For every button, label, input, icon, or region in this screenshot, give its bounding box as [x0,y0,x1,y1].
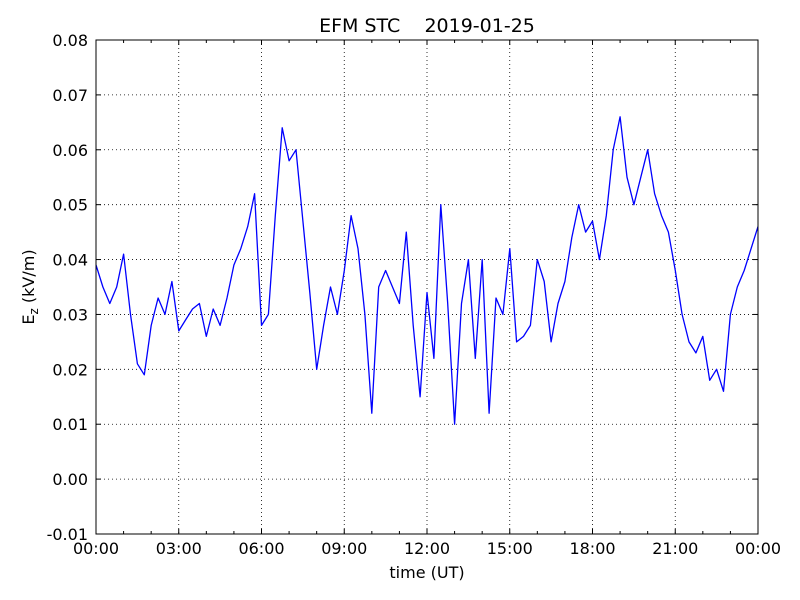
y-tick-label: 0.07 [52,86,88,105]
chart-title: EFM STC 2019-01-25 [319,15,535,37]
y-tick-label: 0.04 [52,251,88,270]
y-axis-label-unit: (kV/m) [19,249,38,308]
y-tick-label: 0.02 [52,360,88,379]
y-tick-label: 0.08 [52,31,88,50]
y-tick-label: 0.03 [52,305,88,324]
x-tick-label: 15:00 [487,539,533,558]
series-line [96,116,758,425]
y-tick-label: 0.01 [52,415,88,434]
x-tick-label: 21:00 [652,539,698,558]
series-layer [96,116,758,425]
y-axis-label: Ez (kV/m) [19,249,41,324]
y-tick-label: 0.06 [52,141,88,160]
y-axis-label-main: E [19,314,38,324]
x-tick-labels: 00:00 03:00 06:00 09:00 12:00 15:00 18:00 21:00… [73,539,781,558]
x-tick-label: 18:00 [569,539,615,558]
x-tick-label: 03:00 [156,539,202,558]
x-tick-label: 00:00 [735,539,781,558]
x-tick-label: 00:00 [73,539,119,558]
ticks [95,39,759,535]
x-tick-label: 12:00 [404,539,450,558]
y-tick-label: -0.01 [47,525,88,544]
x-tick-label: 06:00 [238,539,284,558]
y-tick-label: 0.05 [52,196,88,215]
y-axis-label-sub: z [27,308,41,314]
y-tick-labels: -0.01 0.00 0.01 0.02 0.03 0.04 0.05 0.06 0.07 0.0… [47,31,88,544]
x-tick-label: 09:00 [321,539,367,558]
y-tick-label: 0.00 [52,470,88,489]
x-axis-label: time (UT) [389,563,464,582]
